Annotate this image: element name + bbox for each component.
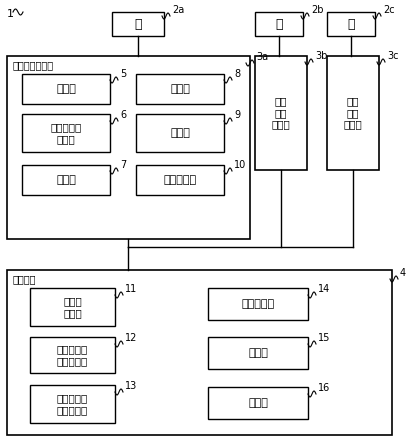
Text: 生物
体认
证终端: 生物 体认 证终端: [344, 96, 362, 130]
Bar: [255, 12, 303, 36]
Text: 12: 12: [125, 333, 138, 343]
Text: 4: 4: [400, 268, 406, 278]
Text: 10: 10: [234, 160, 246, 170]
Text: 3c: 3c: [387, 51, 398, 61]
Text: 登记生物体
信息存储部: 登记生物体 信息存储部: [57, 344, 88, 366]
Bar: [22, 165, 110, 195]
Bar: [136, 114, 224, 152]
Text: 8: 8: [234, 69, 240, 79]
Bar: [112, 12, 164, 36]
Text: 门: 门: [134, 17, 142, 31]
Text: 15: 15: [318, 333, 330, 343]
Bar: [7, 270, 392, 435]
Text: 3a: 3a: [256, 52, 268, 62]
Text: 中央通信部: 中央通信部: [241, 299, 275, 309]
Bar: [7, 56, 250, 239]
Text: 2b: 2b: [311, 5, 324, 15]
Text: 组信息
存储部: 组信息 存储部: [63, 296, 82, 318]
Text: 取得部: 取得部: [248, 348, 268, 358]
Bar: [22, 114, 110, 152]
Text: 通信部: 通信部: [56, 84, 76, 94]
Bar: [30, 385, 115, 423]
Text: 利用者信息
取得部: 利用者信息 取得部: [50, 122, 82, 144]
Text: 16: 16: [318, 383, 330, 393]
Text: 14: 14: [318, 284, 330, 294]
Bar: [327, 12, 375, 36]
Text: 9: 9: [234, 110, 240, 120]
Text: 1: 1: [7, 9, 14, 19]
Text: 更新请求部: 更新请求部: [164, 175, 197, 185]
Bar: [208, 387, 308, 419]
Text: 门: 门: [275, 17, 283, 31]
Text: 中心装置: 中心装置: [13, 274, 37, 284]
Text: 开锁部: 开锁部: [170, 128, 190, 138]
Text: 更新部: 更新部: [248, 398, 268, 408]
Bar: [208, 288, 308, 320]
Bar: [30, 288, 115, 326]
Bar: [136, 74, 224, 104]
Text: 11: 11: [125, 284, 137, 294]
Text: 2a: 2a: [172, 5, 184, 15]
Bar: [327, 56, 379, 170]
Text: 核对部: 核对部: [170, 84, 190, 94]
Text: 13: 13: [125, 381, 137, 391]
Bar: [30, 337, 115, 373]
Bar: [22, 74, 110, 104]
Text: 2c: 2c: [383, 5, 395, 15]
Bar: [255, 56, 307, 170]
Text: 3b: 3b: [315, 51, 327, 61]
Text: 7: 7: [120, 160, 126, 170]
Text: 门: 门: [347, 17, 355, 31]
Text: 生物体认证终端: 生物体认证终端: [13, 60, 54, 70]
Text: 6: 6: [120, 110, 126, 120]
Bar: [208, 337, 308, 369]
Text: 过去生物体
信息存储部: 过去生物体 信息存储部: [57, 393, 88, 415]
Text: 生物
体认
证终端: 生物 体认 证终端: [271, 96, 290, 130]
Bar: [136, 165, 224, 195]
Text: 读取部: 读取部: [56, 175, 76, 185]
Text: 5: 5: [120, 69, 126, 79]
